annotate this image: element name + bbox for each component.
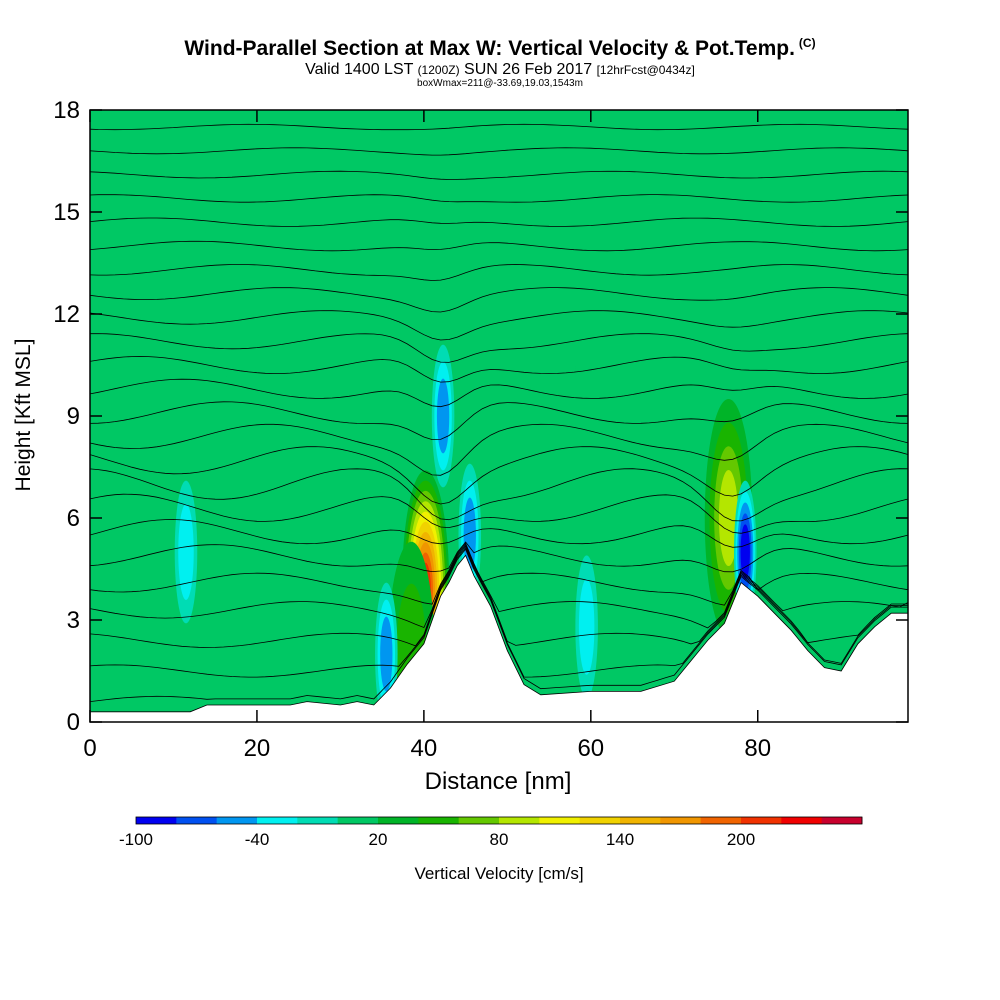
isentrope-contour <box>90 423 908 476</box>
colorbar-swatch <box>741 817 782 824</box>
colorbar-tick-label: 80 <box>490 830 509 849</box>
x-tick-label: 40 <box>411 735 438 762</box>
weak-lift-streak <box>96 518 125 688</box>
weak-lift-streak <box>315 164 353 539</box>
isentrope-contour <box>90 446 908 505</box>
isentrope-contour <box>90 545 908 648</box>
units-flag: (C) <box>798 36 816 50</box>
colorbar-label: Vertical Velocity [cm/s] <box>414 864 584 883</box>
colorbar-swatch <box>499 817 540 824</box>
isentrope-contour <box>90 493 908 534</box>
chart-title: Wind-Parallel Section at Max W: Vertical… <box>0 36 1000 61</box>
weak-lift-streak <box>778 232 817 539</box>
terrain <box>90 554 908 722</box>
colorbar-frame <box>135 816 863 825</box>
isentrope-contour <box>90 541 908 573</box>
x-tick-label: 60 <box>577 735 604 762</box>
y-tick-label: 18 <box>53 97 80 124</box>
colorbar-tick-label: -100 <box>119 830 153 849</box>
valid-date: SUN 26 Feb 2017 <box>464 61 593 78</box>
downdraft-core <box>436 378 450 454</box>
isentrope-contour <box>90 378 908 408</box>
colorbar-swatch <box>216 817 258 824</box>
colorbar-swatch <box>337 817 379 824</box>
isentrope-contour <box>90 519 908 548</box>
isentrope-contour <box>90 194 908 203</box>
colorbar-tick-label: 140 <box>606 830 634 849</box>
colorbar-swatch <box>781 817 823 824</box>
colorbar-swatch <box>700 817 742 824</box>
vertical-velocity-field <box>90 110 908 722</box>
isentrope-contour <box>90 240 908 252</box>
weak-lift-streak <box>281 307 310 614</box>
colorbar-swatch <box>176 817 218 824</box>
colorbar-swatch <box>458 817 500 824</box>
weak-lift-streak <box>837 218 866 389</box>
chart-subtitle: Valid 1400 LST (1200Z) SUN 26 Feb 2017 [… <box>0 61 1000 79</box>
weak-lift-streak <box>222 218 261 389</box>
y-tick-label: 9 <box>67 403 80 430</box>
isentrope-contour <box>90 287 908 313</box>
box-info: boxWmax=211@-33.69,19.03,1543m <box>417 78 583 89</box>
colorbar-swatch <box>620 817 661 824</box>
weak-lift-streak <box>626 300 675 539</box>
weak-lift-streak <box>652 157 681 464</box>
isentrope-contour <box>90 217 908 227</box>
colorbar-swatch <box>579 817 621 824</box>
colorbar-swatch <box>136 817 177 824</box>
x-tick-label: 0 <box>83 735 96 762</box>
weak-lift-streak <box>593 443 631 614</box>
isentrope-contour <box>90 333 908 363</box>
weak-lift-streak <box>256 450 304 688</box>
colorbar-swatch <box>539 817 581 824</box>
x-tick-label: 20 <box>244 735 271 762</box>
chart-title-text: Wind-Parallel Section at Max W: Vertical… <box>184 37 795 60</box>
weak-lift-streak <box>467 368 495 539</box>
forecast-info: [12hrFcst@0434z] <box>596 63 695 77</box>
weak-lift-streak <box>189 110 217 464</box>
isentrope-contour <box>90 543 908 629</box>
weak-lift-streak <box>534 110 582 389</box>
x-axis-label: Distance [nm] <box>424 768 572 795</box>
y-tick-label: 12 <box>53 301 80 328</box>
weak-lift-streak <box>374 150 403 389</box>
weak-lift-streak <box>685 110 724 389</box>
y-axis-label: Height [Kft MSL] <box>12 338 35 492</box>
colorbar-tick-label: -40 <box>245 830 270 849</box>
isentrope-contour <box>90 547 908 678</box>
downdraft-core <box>178 504 194 600</box>
colorbar-tick-label: 20 <box>369 830 388 849</box>
colorbar-swatch <box>257 817 298 824</box>
isentrope-contour <box>90 542 908 606</box>
x-tick-label: 80 <box>744 735 771 762</box>
downdraft-core <box>463 497 476 573</box>
y-tick-label: 15 <box>53 199 80 226</box>
valid-utc: (1200Z) <box>417 63 460 77</box>
isentrope-contour <box>90 123 908 131</box>
y-tick-label: 3 <box>67 607 80 634</box>
y-tick-label: 0 <box>67 709 80 736</box>
isentrope-contour <box>90 264 908 281</box>
isentrope-contour <box>90 468 908 522</box>
colorbar-swatch <box>297 817 339 824</box>
colorbar-swatch <box>660 817 702 824</box>
isentrope-contour <box>90 356 908 383</box>
colorbar-swatch <box>821 817 863 824</box>
y-tick-label: 6 <box>67 505 80 532</box>
valid-time: Valid 1400 LST <box>305 61 414 78</box>
downdraft-core <box>380 616 393 692</box>
isentrope-contour <box>90 548 908 702</box>
colorbar-tick-label: 200 <box>727 830 755 849</box>
weak-lift-streak <box>130 375 168 614</box>
downdraft-core <box>578 578 595 675</box>
isentrope-contour <box>90 147 908 156</box>
isentrope-contour <box>90 310 908 341</box>
updraft-core <box>718 469 739 567</box>
colorbar-swatch <box>378 817 419 824</box>
isentrope-contour <box>90 401 908 441</box>
colorbar-swatch <box>418 817 460 824</box>
isentrope-contour <box>90 170 908 180</box>
